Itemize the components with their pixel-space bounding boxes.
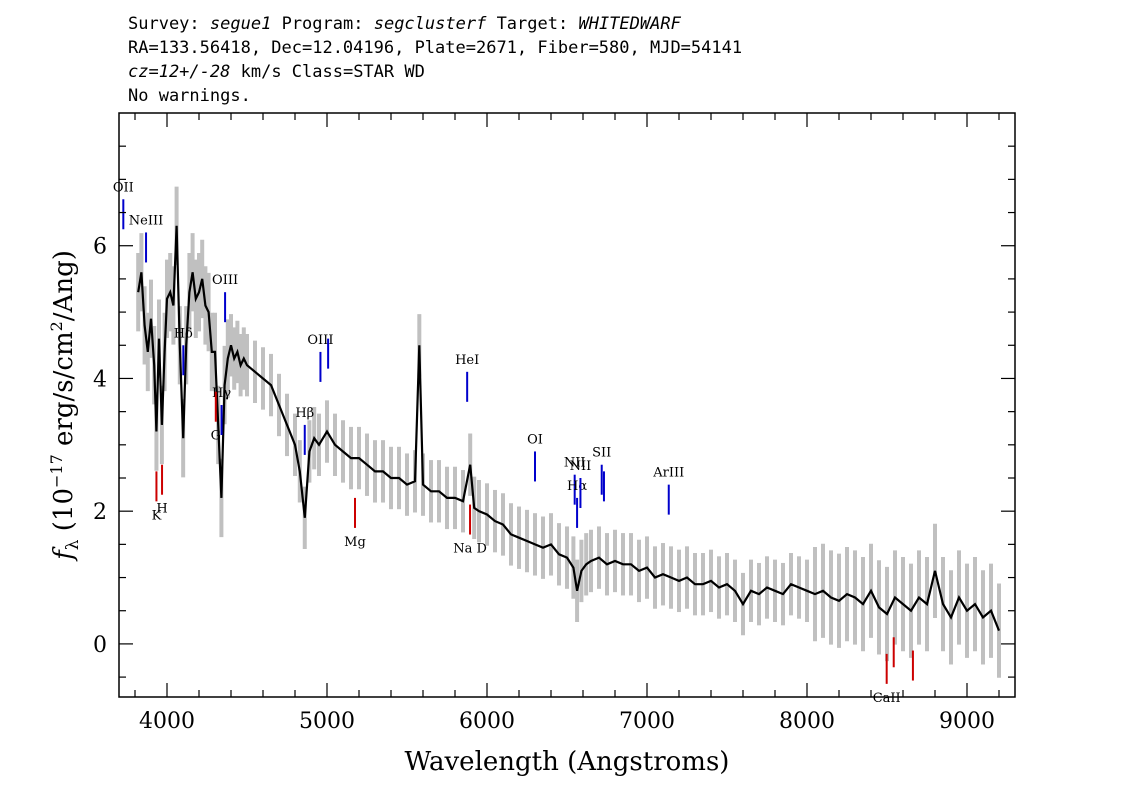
emission-line-label: SII (592, 446, 611, 461)
spectrum-header: Survey: segue1 Program: segclusterf Targ… (128, 12, 742, 108)
y-axis: 0 2 4 6 (93, 145, 1015, 678)
flux-series-line (137, 225, 1001, 632)
absorption-line-label: G (211, 429, 221, 444)
x-tick-label: 7000 (619, 709, 675, 734)
emission-line-label: Hα (567, 479, 587, 494)
y-tick-label: 6 (93, 235, 107, 260)
emission-line-label: OIII (307, 333, 333, 348)
emission-line-label: NeIII (129, 213, 163, 228)
absorption-line-label: CaII (873, 691, 901, 706)
y-axis-title: fλ (10−17 erg/s/cm2/Ang) (47, 250, 83, 562)
absorption-line-label: H (156, 502, 167, 517)
emission-line-label: OII (113, 180, 134, 195)
y-tick-label: 2 (93, 500, 107, 525)
header-line-2: RA=133.56418, Dec=12.04196, Plate=2671, … (128, 38, 743, 58)
emission-line-label: Hβ (295, 406, 314, 421)
header-line-1: Survey: segue1 Program: segclusterf Targ… (128, 14, 681, 34)
redshift-value: cz=12+/-28 (128, 62, 231, 82)
header-line-3: cz=12+/-28 km/s Class=STAR WD (128, 62, 425, 82)
emission-line-label: OIII (212, 273, 238, 288)
program-name: segclusterf (373, 14, 487, 34)
emission-line-label: Hγ (212, 386, 231, 401)
y-tick-label: 0 (93, 633, 107, 658)
spectral-line-markers: OIINeIIIHδHγOIIIHβOIIIHeIOINIIHαNIISIIAr… (113, 180, 914, 706)
absorption-line-label: K (152, 508, 162, 523)
emission-line-label: OI (527, 432, 543, 447)
target-name: WHITEDWARF (578, 14, 681, 34)
emission-line-label: NII (564, 456, 586, 471)
y-tick-label: 4 (93, 367, 107, 392)
x-tick-label: 4000 (139, 709, 195, 734)
survey-name: segue1 (209, 14, 272, 34)
emission-line-label: HeI (455, 353, 479, 368)
header-line-4: No warnings. (128, 86, 251, 106)
x-axis: 4000 5000 6000 7000 8000 9000 (134, 113, 1000, 734)
emission-line-label: ArIII (652, 466, 684, 481)
x-tick-label: 5000 (299, 709, 355, 734)
plot-frame (118, 112, 1016, 698)
x-axis-title: Wavelength (Angstroms) (405, 747, 730, 777)
x-tick-label: 6000 (459, 709, 515, 734)
emission-line-label: NII (570, 459, 592, 474)
x-tick-label: 9000 (939, 709, 995, 734)
x-tick-label: 8000 (779, 709, 835, 734)
emission-line-label: Hδ (174, 326, 193, 341)
absorption-line-label: Na D (453, 542, 487, 557)
error-band (136, 186, 1001, 678)
absorption-line-label: Mg (344, 535, 366, 550)
